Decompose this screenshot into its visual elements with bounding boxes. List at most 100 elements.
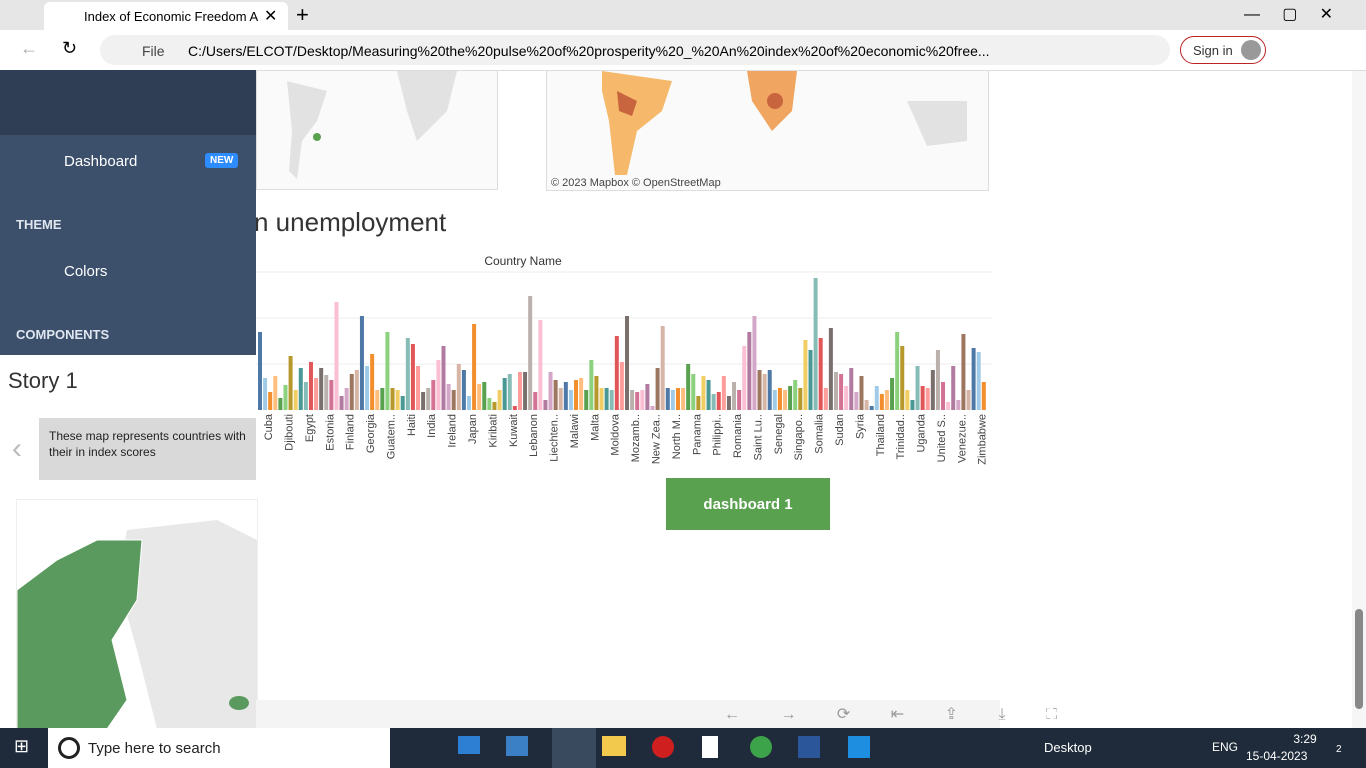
start[interactable]: ⊞ [14, 736, 30, 756]
x-tick-label: Philippi.. [712, 414, 724, 456]
bar [517, 372, 522, 410]
search-box[interactable]: Type here to search [48, 728, 390, 768]
bar [884, 390, 889, 410]
search-text: Type here to search [88, 740, 221, 757]
app-icon[interactable] [602, 736, 626, 756]
app-icon[interactable] [750, 736, 772, 758]
bar [966, 390, 971, 410]
nav-dashboard[interactable]: Dashboard [64, 153, 138, 170]
bar [772, 390, 777, 410]
nav-colors[interactable]: Colors [64, 263, 108, 280]
bar [686, 364, 691, 410]
bar [263, 378, 268, 410]
bar [655, 368, 660, 410]
bar [416, 366, 421, 410]
bar [675, 388, 680, 410]
address-bar[interactable]: File C:/Users/ELCOT/Desktop/Measuring%20… [100, 35, 1170, 65]
bar [589, 360, 594, 410]
viz-controls[interactable]: ← → ⟳ ⇤ ⇪ ⤓ ⛶ [724, 706, 1076, 723]
search-icon [58, 737, 80, 759]
bar [935, 350, 940, 410]
scrollbar[interactable] [1352, 71, 1366, 728]
story-prev[interactable]: ‹ [12, 432, 22, 465]
app-icon[interactable] [506, 736, 528, 756]
new-tab[interactable]: + [296, 2, 309, 27]
bar [533, 392, 538, 410]
language[interactable]: ENG [1212, 740, 1239, 754]
address: C:/Users/ELCOT/Desktop/Measuring%20the%2… [188, 43, 990, 59]
window-controls[interactable]: — ▢ ✕ [1244, 6, 1333, 23]
bar [298, 368, 303, 410]
bar [864, 400, 869, 410]
sidebar-header [0, 70, 256, 135]
chart-title: n unemployment [256, 207, 447, 237]
scroll-thumb[interactable] [1355, 609, 1363, 709]
date[interactable]: 15-04-2023 [1246, 749, 1308, 763]
bar [283, 385, 288, 410]
back[interactable]: ← [20, 38, 38, 58]
desktop[interactable]: Desktop [1044, 740, 1092, 755]
dashboard-button[interactable]: dashboard 1 [666, 478, 830, 530]
bar [334, 302, 339, 410]
x-tick-label: Panama [691, 413, 703, 455]
bar [400, 396, 405, 410]
x-tick-label: Malta [589, 413, 601, 441]
bar [798, 388, 803, 410]
bar [258, 332, 262, 410]
bar [507, 374, 512, 410]
bar [726, 396, 731, 410]
taskbar: ⊞ Type here to search Desktop ENG 3:29 1… [0, 728, 1366, 768]
pinned-apps[interactable] [408, 728, 888, 768]
bar [879, 394, 884, 410]
bar [890, 378, 895, 410]
app-icon[interactable] [458, 736, 480, 754]
reload[interactable]: ↻ [62, 38, 78, 58]
app-icon[interactable] [652, 736, 674, 758]
tab-close[interactable]: ✕ [264, 8, 278, 25]
bar [645, 384, 650, 410]
bar [303, 382, 308, 410]
bar [905, 390, 910, 410]
app-icon[interactable] [798, 736, 820, 758]
app-icon[interactable] [702, 736, 718, 758]
bar [808, 350, 813, 410]
bar [584, 390, 589, 410]
story-caption-box[interactable]: These map represents countries with thei… [39, 418, 256, 480]
time[interactable]: 3:29 [1293, 732, 1317, 746]
tab[interactable]: Index of Economic Freedom Anal ✕ [44, 2, 288, 30]
bar [823, 388, 828, 410]
bar [594, 376, 599, 410]
map-left [256, 71, 498, 190]
notifications[interactable]: 2 [1336, 744, 1342, 755]
bar [472, 324, 477, 410]
bar [512, 406, 517, 410]
map-right: © 2023 Mapbox © OpenStreetMap [546, 71, 989, 191]
bar [604, 388, 609, 410]
bar [915, 366, 920, 410]
x-tick-label: Uganda [916, 413, 928, 452]
bar [747, 332, 752, 410]
x-tick-label: Kuwait [508, 414, 520, 447]
sign-in[interactable]: Sign in [1180, 36, 1266, 64]
bar [553, 380, 558, 410]
x-tick-label: Senegal [773, 414, 785, 454]
bar [849, 368, 854, 410]
bar [461, 370, 466, 410]
bar [619, 362, 624, 410]
bar [793, 380, 798, 410]
app-icon[interactable] [848, 736, 870, 758]
bar [920, 386, 925, 410]
x-tick-label: Finland [345, 414, 357, 450]
x-tick-label: Guatem.. [385, 414, 397, 459]
bar [976, 352, 981, 410]
bar [828, 328, 833, 410]
toolbar: ← ↻ File C:/Users/ELCOT/Desktop/Measurin… [0, 30, 1366, 71]
x-tick-label: United S.. [936, 414, 948, 462]
bar [961, 334, 966, 410]
bar [492, 402, 497, 410]
bar [375, 390, 380, 410]
bar [497, 390, 502, 410]
bar [431, 380, 436, 410]
app-icon-active[interactable] [552, 728, 596, 768]
x-axis-title: Country Name [484, 254, 562, 268]
